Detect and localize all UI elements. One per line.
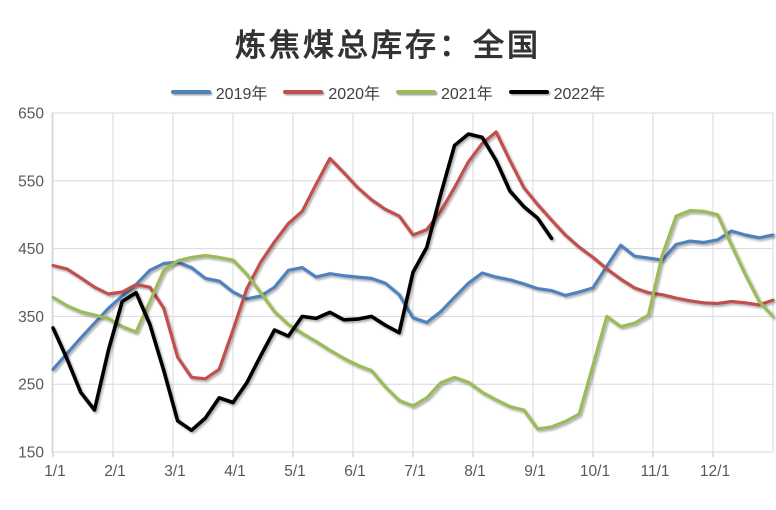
x-tick-label-9/1: 9/1 [524,463,546,480]
legend-item-2022: 2022年 [508,80,606,104]
legend-label-2022: 2022年 [553,86,606,103]
x-tick-label-2/1: 2/1 [104,463,126,480]
y-tick-label-350: 350 [18,309,44,326]
x-tick-label-4/1: 4/1 [224,463,246,480]
chart-title: 炼焦煤总库存：全国 [235,28,541,63]
chart-legend: 2019年 2020年 2021年 2022年 [0,80,776,104]
x-tick-label-11/1: 11/1 [640,463,669,480]
y-tick-label-550: 550 [18,173,44,190]
x-tick-label-5/1: 5/1 [284,463,306,480]
y-tick-label-650: 650 [18,106,44,123]
x-tick-label-12/1: 12/1 [700,463,730,480]
y-tick-label-250: 250 [18,377,44,394]
y-tick-label-150: 150 [18,445,44,462]
x-tick-label-1/1: 1/1 [44,463,66,480]
legend-swatch-2021 [396,90,436,94]
legend-item-2021: 2021年 [396,80,493,104]
x-tick-label-8/1: 8/1 [464,463,486,480]
legend-swatch-2019 [170,90,211,94]
x-tick-label-6/1: 6/1 [344,463,366,480]
plot-border [51,112,774,453]
x-tick-label-3/1: 3/1 [164,463,186,480]
legend-swatch-2022 [508,90,549,94]
series-line-2022 [51,132,554,433]
legend-swatch-2020 [283,90,324,94]
series-line-2021 [51,209,775,431]
x-tick-label-10/1: 10/1 [580,463,610,480]
x-tick-label-7/1: 7/1 [404,463,426,480]
legend-label-2021: 2021年 [441,86,493,103]
legend-label-2020: 2020年 [328,86,380,103]
legend-item-2019: 2019年 [170,80,268,104]
legend-item-2020: 2020年 [283,80,380,104]
legend-label-2019: 2019年 [215,86,268,103]
y-tick-label-450: 450 [18,241,44,258]
